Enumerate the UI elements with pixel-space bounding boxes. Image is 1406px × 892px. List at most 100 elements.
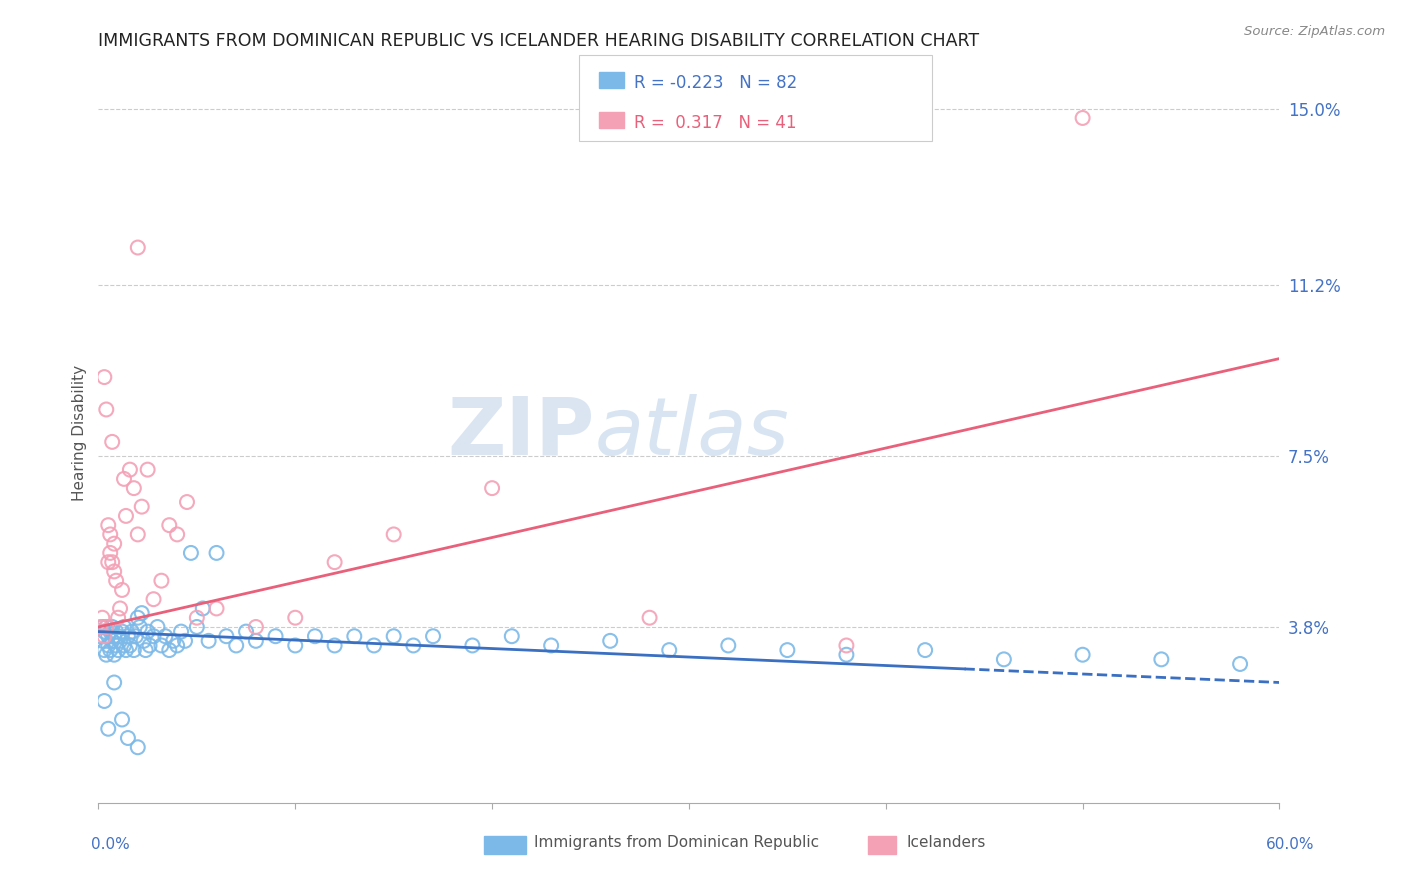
Point bbox=[89, 629, 111, 643]
Point bbox=[481, 481, 503, 495]
Point bbox=[422, 629, 444, 643]
Point bbox=[717, 639, 740, 653]
Point bbox=[186, 610, 208, 624]
Point bbox=[1071, 111, 1094, 125]
Point bbox=[105, 639, 128, 653]
Point bbox=[127, 527, 149, 541]
Point bbox=[264, 629, 287, 643]
Point bbox=[112, 620, 135, 634]
Point bbox=[402, 639, 425, 653]
Point bbox=[142, 629, 165, 643]
Point bbox=[1150, 652, 1173, 666]
Point bbox=[157, 643, 180, 657]
Text: R =  0.317   N = 41: R = 0.317 N = 41 bbox=[634, 114, 797, 132]
Point bbox=[122, 643, 145, 657]
Point bbox=[150, 639, 173, 653]
Point bbox=[136, 462, 159, 476]
Point bbox=[382, 629, 405, 643]
Point bbox=[142, 592, 165, 607]
Point bbox=[245, 620, 267, 634]
Point bbox=[122, 481, 145, 495]
Point bbox=[111, 624, 134, 639]
Point bbox=[115, 508, 138, 523]
Point bbox=[461, 639, 484, 653]
Point bbox=[103, 536, 125, 550]
Point bbox=[93, 694, 115, 708]
Point bbox=[108, 601, 131, 615]
Point bbox=[191, 601, 214, 615]
Point bbox=[97, 639, 120, 653]
Point bbox=[128, 620, 150, 634]
Point bbox=[225, 639, 247, 653]
Point bbox=[146, 620, 169, 634]
Point bbox=[127, 740, 149, 755]
Point bbox=[107, 629, 129, 643]
Point bbox=[101, 555, 124, 569]
Point bbox=[93, 629, 115, 643]
Point bbox=[103, 675, 125, 690]
Point bbox=[166, 639, 188, 653]
Text: R = -0.223   N = 82: R = -0.223 N = 82 bbox=[634, 74, 797, 92]
Point bbox=[125, 629, 148, 643]
Point bbox=[105, 574, 128, 588]
Point bbox=[127, 240, 149, 255]
Point bbox=[131, 606, 153, 620]
Point bbox=[155, 629, 177, 643]
Point bbox=[107, 643, 129, 657]
Text: Immigrants from Dominican Republic: Immigrants from Dominican Republic bbox=[534, 836, 820, 850]
Point bbox=[108, 633, 131, 648]
Point bbox=[98, 624, 121, 639]
Point bbox=[118, 462, 141, 476]
Point bbox=[91, 610, 114, 624]
Point bbox=[103, 648, 125, 662]
Point bbox=[363, 639, 385, 653]
Point bbox=[111, 582, 134, 597]
Text: ZIP: ZIP bbox=[447, 393, 595, 472]
Point bbox=[115, 643, 138, 657]
Point bbox=[1071, 648, 1094, 662]
Point bbox=[170, 624, 193, 639]
Point bbox=[658, 643, 681, 657]
Point bbox=[127, 610, 149, 624]
Point bbox=[205, 601, 228, 615]
Point bbox=[176, 495, 198, 509]
Point bbox=[101, 434, 124, 449]
Point bbox=[174, 633, 197, 648]
Point bbox=[91, 620, 114, 634]
Point bbox=[96, 648, 118, 662]
Point bbox=[835, 648, 858, 662]
Point bbox=[93, 624, 115, 639]
Point bbox=[501, 629, 523, 643]
Point bbox=[131, 500, 153, 514]
Text: IMMIGRANTS FROM DOMINICAN REPUBLIC VS ICELANDER HEARING DISABILITY CORRELATION C: IMMIGRANTS FROM DOMINICAN REPUBLIC VS IC… bbox=[98, 32, 980, 50]
Point bbox=[103, 565, 125, 579]
Point bbox=[107, 610, 129, 624]
Point bbox=[117, 629, 139, 643]
Point bbox=[121, 624, 143, 639]
Point bbox=[96, 620, 118, 634]
Point bbox=[97, 629, 120, 643]
Point bbox=[157, 518, 180, 533]
Point bbox=[323, 555, 346, 569]
Point bbox=[98, 527, 121, 541]
Point bbox=[186, 620, 208, 634]
Point bbox=[103, 629, 125, 643]
Point bbox=[284, 610, 307, 624]
Point bbox=[93, 643, 115, 657]
Point bbox=[993, 652, 1015, 666]
Point bbox=[91, 633, 114, 648]
Point bbox=[382, 527, 405, 541]
Text: Source: ZipAtlas.com: Source: ZipAtlas.com bbox=[1244, 25, 1385, 38]
Point bbox=[89, 620, 111, 634]
Point bbox=[98, 643, 121, 657]
Point bbox=[135, 643, 157, 657]
Point bbox=[101, 633, 124, 648]
Point bbox=[132, 633, 155, 648]
Point bbox=[205, 546, 228, 560]
Point bbox=[117, 731, 139, 745]
Point bbox=[540, 639, 562, 653]
Point bbox=[638, 610, 661, 624]
Text: 60.0%: 60.0% bbox=[1267, 837, 1315, 852]
Point bbox=[245, 633, 267, 648]
Point bbox=[914, 643, 936, 657]
